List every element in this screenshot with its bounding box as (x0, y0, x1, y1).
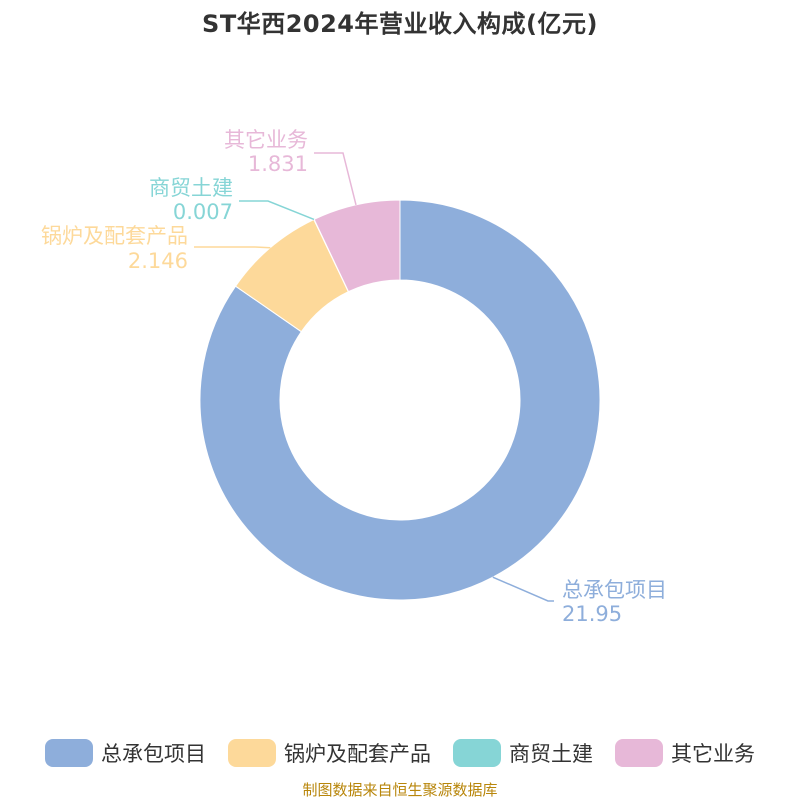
slice-label-value-1: 2.146 (128, 249, 188, 273)
leader-line-1 (194, 246, 271, 249)
legend-label-2: 商贸土建 (509, 742, 593, 766)
legend-swatch-1 (228, 739, 276, 767)
slice-0[interactable] (199, 199, 601, 601)
source-note: 制图数据来自恒生聚源数据库 (302, 781, 498, 799)
legend-swatch-2 (453, 739, 501, 767)
legend-label-3: 其它业务 (671, 742, 755, 766)
slice-label-name-2: 商贸土建 (149, 176, 233, 200)
slice-label-value-3: 1.831 (248, 152, 308, 176)
leader-line-2 (239, 200, 315, 221)
legend-item-3[interactable]: 其它业务 (615, 738, 755, 768)
legend-swatch-0 (45, 739, 93, 767)
legend-item-0[interactable]: 总承包项目 (45, 738, 206, 768)
legend-label-0: 总承包项目 (101, 742, 206, 766)
chart-title: ST华西2024年营业收入构成(亿元) (202, 10, 598, 38)
slice-label-name-1: 锅炉及配套产品 (41, 224, 188, 248)
legend: 总承包项目 锅炉及配套产品 商贸土建 其它业务 (0, 738, 800, 768)
slice-label-value-2: 0.007 (173, 200, 233, 224)
slice-label-value-0: 21.95 (562, 602, 622, 626)
slice-3[interactable] (313, 199, 401, 293)
leader-line-3 (314, 152, 357, 206)
slice-label-name-0: 总承包项目 (562, 578, 667, 602)
legend-item-1[interactable]: 锅炉及配套产品 (228, 738, 431, 768)
slice-label-name-3: 其它业务 (224, 128, 308, 152)
legend-swatch-3 (615, 739, 663, 767)
legend-label-1: 锅炉及配套产品 (284, 742, 431, 766)
donut-slices (199, 199, 601, 601)
legend-item-2[interactable]: 商贸土建 (453, 738, 593, 768)
leader-line-0 (492, 576, 554, 602)
label-leaders (194, 152, 554, 602)
